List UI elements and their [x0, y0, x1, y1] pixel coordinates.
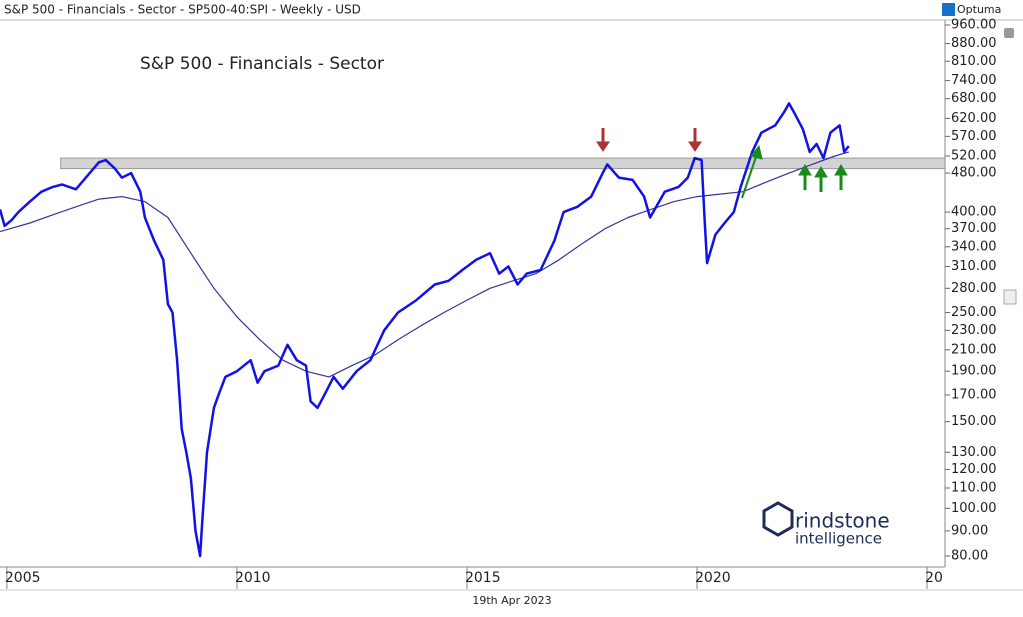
brand: Optuma [957, 3, 1001, 16]
moving-average-line [0, 151, 849, 378]
lock-icon[interactable] [1004, 28, 1014, 38]
logo-text: intelligence [795, 530, 882, 548]
logo: rindstone intelligence [762, 501, 890, 548]
y-tick-label: 150.00 [951, 414, 997, 429]
scroll-button[interactable] [1003, 289, 1017, 305]
y-tick-label: 620.00 [951, 111, 997, 126]
y-tick-label: 570.00 [951, 129, 997, 144]
y-tick-label: 120.00 [951, 462, 997, 477]
brand-icon [942, 3, 955, 16]
y-tick-label: 740.00 [951, 73, 997, 88]
y-tick-label: 130.00 [951, 445, 997, 460]
y-tick-label: 880.00 [951, 36, 997, 51]
logo-text: rindstone [795, 509, 890, 533]
y-tick-label: 280.00 [951, 281, 997, 296]
y-tick-label: 810.00 [951, 54, 997, 69]
price-line [0, 102, 850, 558]
x-tick-label: 2015 [465, 570, 501, 586]
y-tick-label: 520.00 [951, 148, 997, 163]
y-tick-label: 340.00 [951, 239, 997, 254]
annotations [596, 128, 848, 199]
y-tick-label: 680.00 [951, 91, 997, 106]
logo-icon [762, 501, 794, 537]
y-tick-label: 960.00 [951, 17, 997, 32]
green-arrows [741, 144, 848, 199]
y-tick-label: 480.00 [951, 166, 997, 181]
y-tick-label: 170.00 [951, 387, 997, 402]
red-arrows [596, 128, 702, 152]
y-tick-label: 110.00 [951, 480, 997, 495]
y-tick-label: 100.00 [951, 501, 997, 516]
y-tick-label: 90.00 [951, 523, 988, 538]
plot-area [0, 102, 946, 558]
x-tick-label: 20 [925, 570, 943, 586]
y-tick-label: 250.00 [951, 305, 997, 320]
y-tick-label: 400.00 [951, 205, 997, 220]
y-tick-label: 370.00 [951, 221, 997, 236]
y-tick-label: 310.00 [951, 259, 997, 274]
date-label: 19th Apr 2023 [472, 594, 551, 607]
y-tick-label: 210.00 [951, 342, 997, 357]
y-tick-label: 230.00 [951, 323, 997, 338]
x-tick-label: 2005 [5, 570, 41, 586]
x-tick-label: 2010 [235, 570, 271, 586]
chart-label: S&P 500 - Financials - Sector [140, 54, 384, 74]
resistance-band [60, 157, 946, 170]
chart-header: S&P 500 - Financials - Sector - SP500-40… [4, 3, 361, 17]
y-tick-label: 190.00 [951, 364, 997, 379]
y-tick-label: 80.00 [951, 549, 988, 564]
x-tick-label: 2020 [695, 570, 731, 586]
